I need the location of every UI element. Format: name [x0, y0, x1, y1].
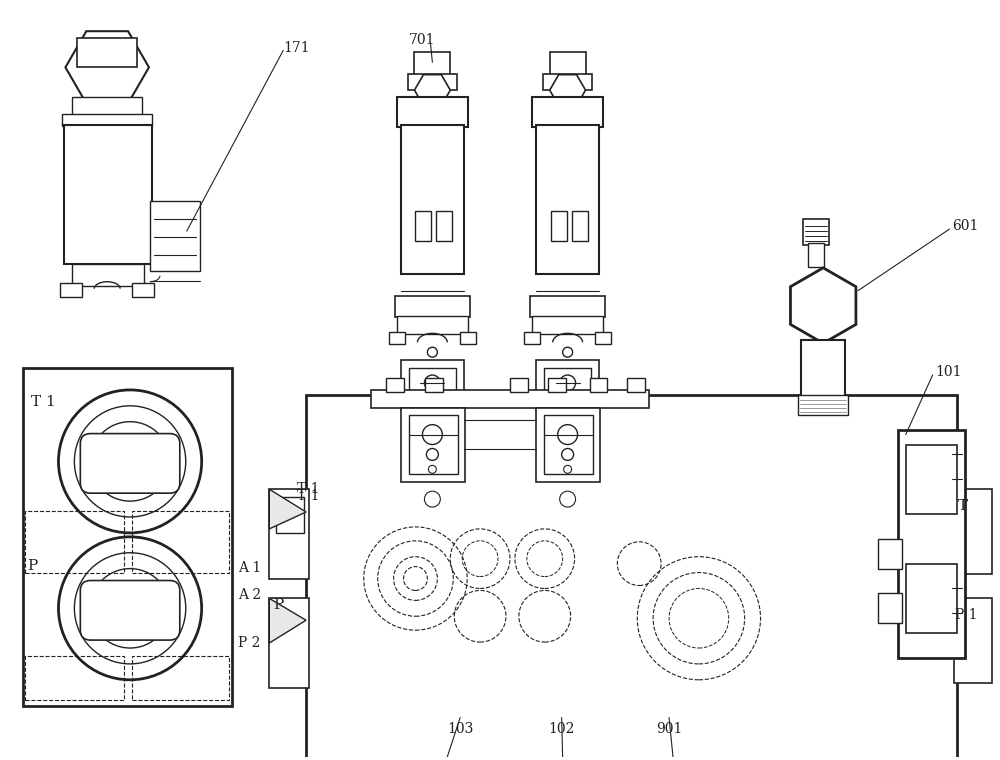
- Bar: [414, 52, 450, 76]
- Bar: [408, 74, 457, 90]
- Bar: [276, 497, 304, 533]
- Bar: [954, 598, 992, 682]
- Bar: [415, 211, 431, 241]
- Text: A 2: A 2: [238, 588, 262, 603]
- Text: T: T: [957, 499, 968, 513]
- Bar: [150, 201, 200, 271]
- Text: P: P: [28, 559, 38, 573]
- Bar: [386, 378, 404, 392]
- Text: 102: 102: [548, 723, 575, 736]
- Text: 601: 601: [952, 219, 979, 233]
- Bar: [23, 368, 232, 705]
- FancyBboxPatch shape: [80, 581, 180, 640]
- Bar: [530, 296, 605, 318]
- Bar: [543, 74, 592, 90]
- Bar: [436, 211, 452, 241]
- Bar: [878, 539, 902, 568]
- Bar: [460, 332, 476, 344]
- Bar: [544, 368, 591, 402]
- Polygon shape: [550, 74, 586, 106]
- Bar: [409, 368, 456, 402]
- Bar: [409, 415, 458, 474]
- Bar: [524, 332, 540, 344]
- Bar: [132, 656, 229, 700]
- Text: T 1: T 1: [297, 489, 320, 503]
- Text: P 1: P 1: [955, 608, 978, 622]
- Bar: [25, 656, 124, 700]
- Bar: [898, 429, 965, 658]
- Bar: [397, 97, 468, 127]
- Bar: [401, 125, 464, 274]
- Bar: [269, 598, 309, 688]
- Bar: [595, 332, 611, 344]
- Text: P: P: [273, 598, 284, 613]
- Bar: [72, 264, 144, 286]
- Polygon shape: [954, 489, 957, 534]
- FancyBboxPatch shape: [80, 434, 180, 493]
- Text: 701: 701: [409, 33, 435, 46]
- Bar: [25, 511, 124, 572]
- Bar: [389, 332, 405, 344]
- Bar: [532, 316, 603, 334]
- Text: 101: 101: [936, 365, 962, 379]
- Bar: [64, 125, 152, 264]
- Polygon shape: [269, 598, 306, 643]
- Bar: [72, 97, 142, 115]
- Text: P 2: P 2: [238, 636, 261, 650]
- Text: 171: 171: [283, 40, 310, 55]
- Bar: [627, 378, 645, 392]
- Bar: [536, 125, 599, 274]
- Text: 103: 103: [447, 723, 473, 736]
- Bar: [550, 52, 586, 76]
- Bar: [572, 211, 588, 241]
- Bar: [269, 489, 309, 578]
- Text: T 1: T 1: [297, 483, 320, 496]
- Bar: [536, 408, 600, 483]
- Bar: [878, 594, 902, 623]
- Polygon shape: [414, 74, 450, 106]
- Text: 901: 901: [656, 723, 682, 736]
- Bar: [906, 564, 957, 633]
- Polygon shape: [65, 31, 149, 103]
- Bar: [401, 360, 464, 410]
- Polygon shape: [954, 598, 957, 643]
- Bar: [532, 97, 603, 127]
- Polygon shape: [790, 268, 856, 344]
- Bar: [798, 395, 848, 415]
- Bar: [132, 283, 154, 296]
- Bar: [808, 243, 824, 267]
- Bar: [510, 378, 528, 392]
- Bar: [371, 390, 649, 408]
- Bar: [803, 219, 829, 245]
- Bar: [548, 378, 566, 392]
- Bar: [536, 360, 599, 410]
- Bar: [425, 378, 443, 392]
- Bar: [306, 395, 957, 760]
- Bar: [395, 296, 470, 318]
- Polygon shape: [269, 489, 306, 529]
- Bar: [590, 378, 607, 392]
- Bar: [551, 211, 567, 241]
- Bar: [77, 37, 137, 68]
- Bar: [132, 511, 229, 572]
- Bar: [60, 283, 82, 296]
- Bar: [954, 489, 992, 574]
- Bar: [397, 316, 468, 334]
- Bar: [401, 408, 465, 483]
- Bar: [801, 340, 845, 400]
- Bar: [62, 114, 152, 126]
- Bar: [544, 415, 593, 474]
- Text: T 1: T 1: [31, 395, 55, 409]
- Bar: [906, 445, 957, 514]
- Text: A 1: A 1: [238, 561, 262, 575]
